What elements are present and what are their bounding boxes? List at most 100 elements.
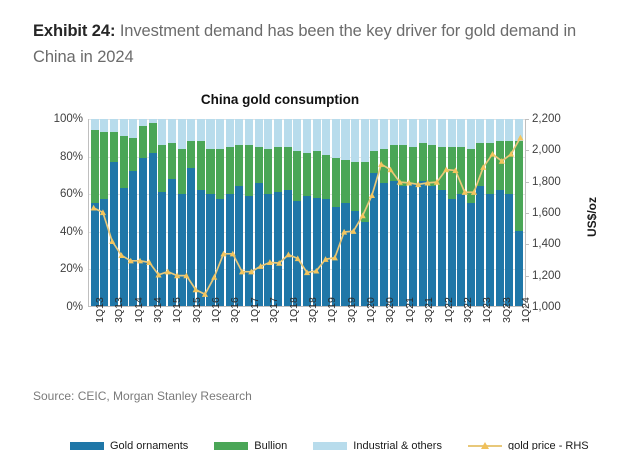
bar-column[interactable]	[245, 119, 254, 306]
bar-column[interactable]	[399, 119, 408, 306]
bar-column[interactable]	[437, 118, 446, 306]
bar-segment-ornaments	[351, 210, 360, 306]
bar-column[interactable]	[177, 119, 186, 306]
bar-segment-industrial	[187, 119, 196, 142]
x-axis-labels: 1Q13 3Q13 1Q14 3Q14 1Q15 3Q15 1Q16 3Q16 1Q17 3Q17…	[88, 297, 532, 370]
legend-item[interactable]: Bullion	[214, 440, 287, 450]
bar-segment-bullion	[447, 147, 456, 200]
bar-column[interactable]	[486, 119, 495, 306]
bar-column[interactable]	[110, 119, 119, 306]
bar-column[interactable]	[273, 119, 283, 306]
bar-column[interactable]	[408, 118, 417, 306]
bar-segment-ornaments	[322, 199, 331, 306]
bar-column[interactable]	[331, 119, 340, 306]
bar-column[interactable]	[235, 119, 244, 306]
bar-segment-ornaments	[177, 193, 186, 306]
bar-column[interactable]	[90, 119, 99, 306]
legend-item[interactable]: Gold ornaments	[70, 440, 188, 450]
bar-column[interactable]	[514, 119, 524, 306]
y-tick-label-left: 0%	[66, 301, 83, 313]
bar-segment-ornaments	[331, 206, 340, 306]
x-tick-cell	[138, 308, 146, 370]
x-tick-cell	[119, 308, 127, 370]
bar-column[interactable]	[100, 119, 109, 306]
bar-segment-bullion	[196, 141, 205, 191]
bar-column[interactable]	[380, 119, 389, 306]
bar-column[interactable]	[158, 119, 167, 306]
bar-column[interactable]	[216, 119, 225, 306]
bar-column[interactable]	[264, 119, 273, 306]
bar-column[interactable]	[418, 119, 427, 306]
bar-segment-industrial	[158, 119, 167, 146]
bar-column[interactable]	[476, 118, 485, 306]
legend-item[interactable]: Industrial & others	[313, 440, 442, 450]
legend-swatch-icon	[70, 442, 104, 450]
bar-column[interactable]	[389, 119, 398, 306]
bar-column[interactable]	[148, 119, 157, 306]
bar-segment-bullion	[187, 141, 196, 168]
bar-segment-bullion	[495, 141, 504, 191]
bar-column[interactable]	[119, 119, 128, 306]
bar-column[interactable]	[312, 119, 321, 306]
bar-column[interactable]	[196, 118, 205, 306]
bar-column[interactable]	[341, 119, 350, 306]
y-tick-label-right: 1,400	[532, 238, 561, 251]
bar-column[interactable]	[206, 119, 215, 306]
bar-segment-ornaments	[370, 173, 379, 306]
bar-column[interactable]	[293, 119, 302, 306]
bar-segment-industrial	[129, 118, 138, 138]
y-tick-label-left: 100%	[53, 113, 83, 125]
bar-column[interactable]	[254, 119, 263, 306]
legend-item[interactable]: gold price - RHS	[467, 440, 589, 450]
bar-segment-industrial	[283, 118, 292, 148]
bar-segment-ornaments	[235, 186, 244, 306]
x-tick-cell	[177, 308, 185, 370]
bar-segment-industrial	[476, 118, 485, 144]
bar-segment-ornaments	[273, 191, 283, 306]
bar-column[interactable]	[457, 119, 466, 306]
bar-segment-industrial	[514, 119, 524, 142]
bar-column[interactable]	[495, 118, 504, 306]
y-tick-label-left: 40%	[59, 225, 83, 238]
bar-segment-bullion	[457, 147, 466, 194]
bar-column[interactable]	[283, 118, 292, 306]
bar-column[interactable]	[225, 119, 234, 306]
bar-column[interactable]	[428, 119, 437, 306]
x-tick-cell: 1Q16	[206, 297, 222, 370]
bar-segment-industrial	[235, 119, 244, 146]
x-tick-cell: 1Q18	[284, 297, 300, 370]
bar-segment-industrial	[312, 119, 321, 151]
bar-segment-industrial	[254, 119, 263, 148]
y-tick-label-right: 1,000	[532, 301, 561, 313]
y-tick-label-right: 1,800	[532, 175, 561, 188]
bar-segment-industrial	[331, 119, 340, 159]
y-tick-mark-right	[525, 275, 529, 277]
source-note: Source: CEIC, Morgan Stanley Research	[33, 389, 252, 403]
bar-column[interactable]	[139, 119, 148, 306]
bar-column[interactable]	[302, 119, 311, 306]
bar-segment-ornaments	[293, 201, 302, 306]
bar-column[interactable]	[360, 118, 369, 306]
bar-column[interactable]	[370, 119, 379, 306]
bar-column[interactable]	[505, 118, 514, 306]
bar-column[interactable]	[187, 119, 196, 306]
x-tick-cell: 3Q20	[380, 297, 396, 370]
bar-segment-industrial	[167, 119, 176, 144]
x-tick-cell: 3Q15	[187, 297, 203, 370]
bar-segment-ornaments	[428, 186, 437, 306]
x-tick-cell: 3Q21	[419, 297, 435, 370]
bar-column[interactable]	[129, 118, 138, 306]
bar-segment-industrial	[322, 119, 331, 155]
y-tick-mark-right	[525, 181, 529, 183]
bar-column[interactable]	[167, 119, 176, 306]
bar-segment-bullion	[331, 158, 340, 207]
bar-column[interactable]	[466, 119, 475, 306]
x-tick-cell	[254, 308, 262, 370]
bar-column[interactable]	[322, 119, 331, 306]
bar-column[interactable]	[447, 118, 456, 306]
bar-segment-bullion	[273, 147, 283, 192]
bar-column[interactable]	[351, 118, 360, 306]
bar-segment-bullion	[302, 152, 311, 196]
bar-segment-ornaments	[100, 199, 109, 306]
